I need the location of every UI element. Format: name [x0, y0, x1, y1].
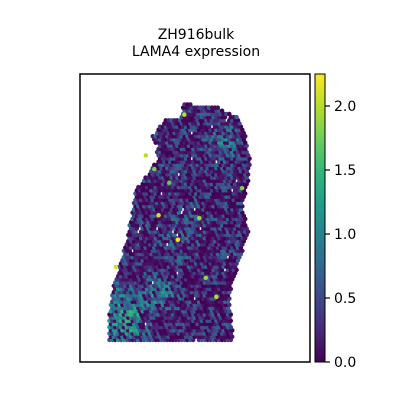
high-expression-spot	[239, 185, 245, 191]
high-expression-spot	[167, 180, 172, 185]
high-expression-spot	[175, 237, 181, 243]
expression-spot	[234, 114, 239, 120]
chart-title: ZH916bulk	[158, 27, 235, 43]
high-expression-spot	[143, 153, 149, 158]
colorbar: 0.0 0.5 1.0 1.5 2.0	[314, 73, 356, 371]
high-expression-spot	[197, 215, 202, 221]
colorbar-tick-label: 1.0	[334, 227, 356, 243]
high-expression-spot	[113, 264, 119, 270]
colorbar-tick-label: 0.0	[334, 355, 356, 371]
plot-frame	[79, 73, 311, 363]
colorbar-gradient	[314, 73, 326, 363]
spot-layer	[107, 102, 252, 343]
colorbar-tick-label: 1.5	[334, 163, 356, 179]
high-expression-spot	[203, 275, 208, 281]
expression-spot	[219, 108, 225, 114]
expression-spot	[215, 105, 221, 110]
plot-area	[79, 73, 311, 363]
expression-spot	[188, 102, 193, 107]
colorbar-ticks: 0.0 0.5 1.0 1.5 2.0	[325, 99, 356, 371]
expression-spot	[227, 111, 232, 117]
high-expression-spot	[182, 112, 187, 117]
colorbar-tick-label: 0.5	[334, 291, 356, 307]
high-expression-spot	[152, 166, 157, 172]
chart-subtitle: LAMA4 expression	[132, 44, 260, 60]
high-expression-spot	[214, 294, 219, 300]
high-expression-spot	[156, 213, 161, 218]
colorbar-tick-label: 2.0	[334, 99, 356, 115]
